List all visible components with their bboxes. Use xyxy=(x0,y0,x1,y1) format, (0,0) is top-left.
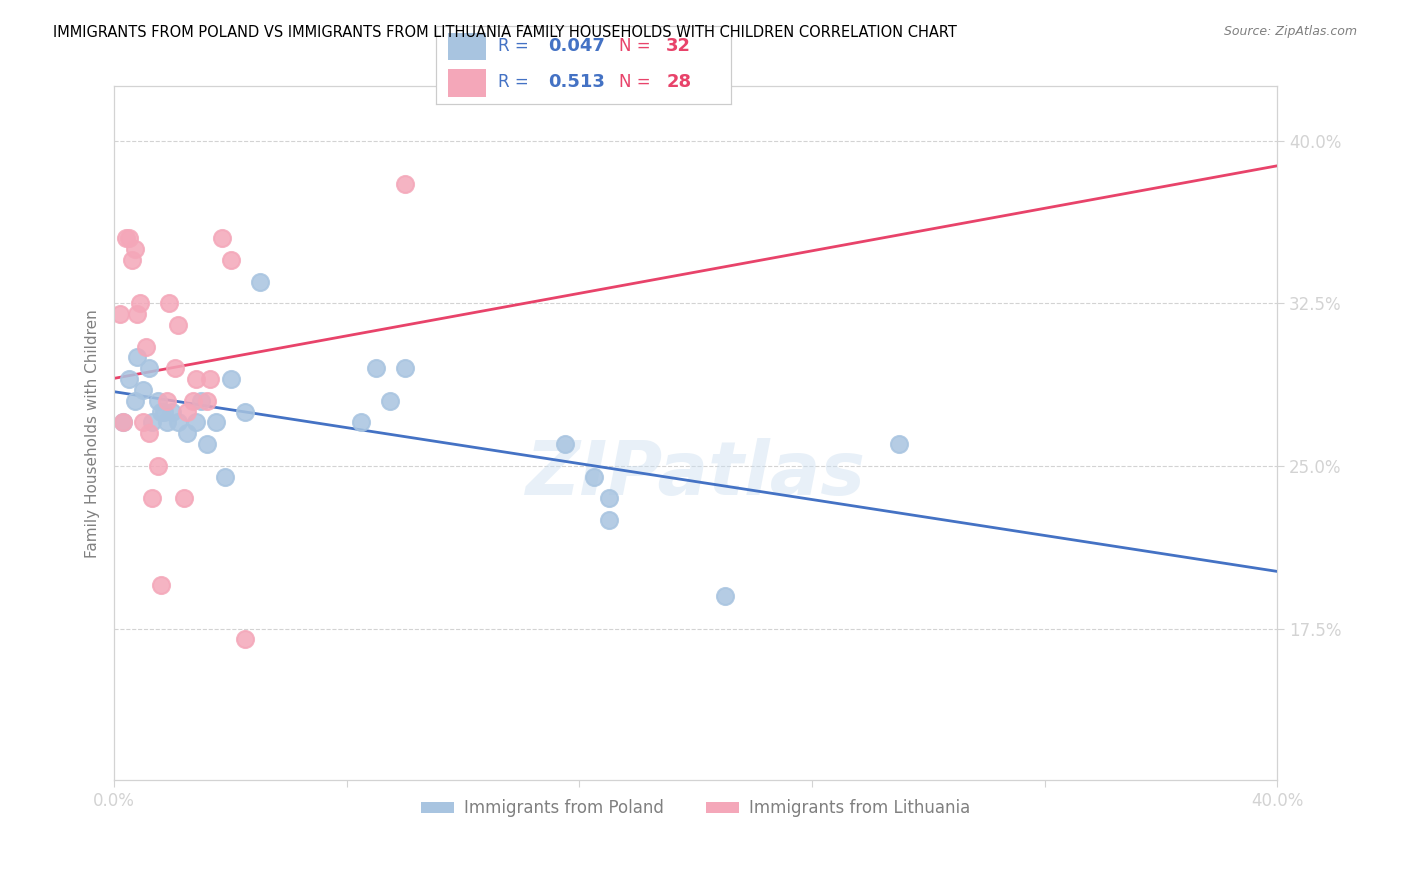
Point xyxy=(155,416,177,430)
Text: N =: N = xyxy=(619,73,651,91)
Point xyxy=(118,231,141,245)
Point xyxy=(394,361,416,376)
Point xyxy=(162,404,184,418)
Text: N =: N = xyxy=(619,37,651,55)
Point xyxy=(108,307,131,321)
Point xyxy=(127,307,149,321)
Point xyxy=(173,491,195,506)
Text: Source: ZipAtlas.com: Source: ZipAtlas.com xyxy=(1223,25,1357,38)
Text: 0.513: 0.513 xyxy=(548,73,605,91)
Point xyxy=(219,372,242,386)
Point xyxy=(380,393,402,408)
Point xyxy=(889,437,911,451)
Y-axis label: Family Households with Children: Family Households with Children xyxy=(86,309,100,558)
Point xyxy=(195,393,218,408)
Point xyxy=(159,296,181,310)
Point xyxy=(141,416,163,430)
Point xyxy=(141,491,163,506)
Point xyxy=(195,437,218,451)
Point xyxy=(582,469,605,483)
Point xyxy=(135,340,157,354)
Point xyxy=(121,252,143,267)
Point xyxy=(111,416,134,430)
Point xyxy=(132,416,155,430)
Point xyxy=(214,469,236,483)
Point xyxy=(127,351,149,365)
Point xyxy=(184,416,207,430)
Text: ZIPatlas: ZIPatlas xyxy=(526,439,866,511)
Point xyxy=(111,416,134,430)
Point xyxy=(132,383,155,397)
Point xyxy=(149,404,172,418)
Text: R =: R = xyxy=(498,73,529,91)
Bar xyxy=(447,33,486,61)
Text: 0.047: 0.047 xyxy=(548,37,605,55)
Point xyxy=(249,275,271,289)
Point xyxy=(167,318,190,332)
Point xyxy=(167,416,190,430)
Text: IMMIGRANTS FROM POLAND VS IMMIGRANTS FROM LITHUANIA FAMILY HOUSEHOLDS WITH CHILD: IMMIGRANTS FROM POLAND VS IMMIGRANTS FRO… xyxy=(53,25,957,40)
Bar xyxy=(447,69,486,96)
Point xyxy=(233,632,256,647)
Point xyxy=(350,416,373,430)
Point xyxy=(198,372,221,386)
Point xyxy=(233,404,256,418)
Point xyxy=(118,372,141,386)
Point xyxy=(714,589,737,603)
Point xyxy=(152,404,174,418)
Point xyxy=(554,437,576,451)
Point xyxy=(146,458,169,473)
Point xyxy=(205,416,228,430)
Point xyxy=(190,393,212,408)
Point xyxy=(165,361,187,376)
Point xyxy=(138,426,160,441)
Point xyxy=(184,372,207,386)
Point xyxy=(124,242,146,256)
Point xyxy=(129,296,152,310)
Point xyxy=(138,361,160,376)
Point xyxy=(219,252,242,267)
Point xyxy=(598,513,620,527)
Point xyxy=(149,578,172,592)
Point xyxy=(146,393,169,408)
Point xyxy=(598,491,620,506)
Point xyxy=(394,177,416,191)
Point xyxy=(114,231,136,245)
Point xyxy=(211,231,233,245)
Text: R =: R = xyxy=(498,37,529,55)
Text: 28: 28 xyxy=(666,73,692,91)
Point xyxy=(181,393,204,408)
Text: 32: 32 xyxy=(666,37,692,55)
Point xyxy=(364,361,387,376)
Point xyxy=(124,393,146,408)
Legend: Immigrants from Poland, Immigrants from Lithuania: Immigrants from Poland, Immigrants from … xyxy=(415,793,977,824)
Point xyxy=(176,426,198,441)
Point xyxy=(176,404,198,418)
Point xyxy=(155,393,177,408)
